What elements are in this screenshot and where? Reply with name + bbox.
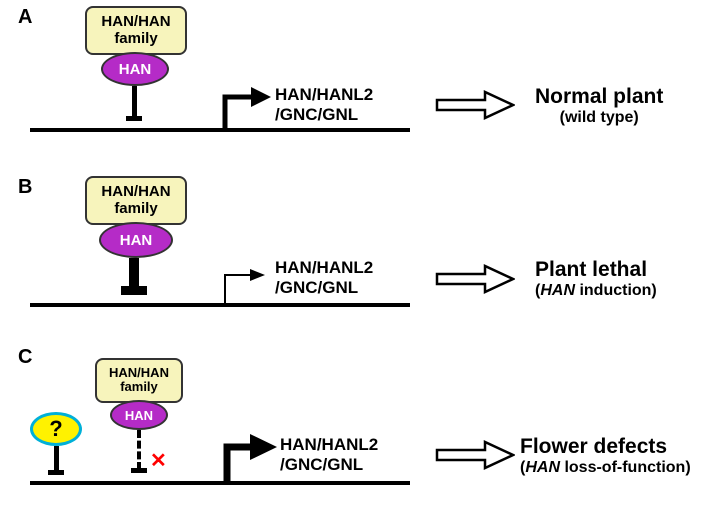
panel-c: C ? HAN/HANfamily HAN ✕ HAN/HANL2 /GNC/G… [0,340,711,523]
panel-b-family-text: HAN/HANfamily [101,183,170,217]
panel-c-family-text: HAN/HANfamily [109,365,169,394]
panel-a-outcome-sub: (wild type) [535,109,663,127]
panel-a-outcome-arrow [435,90,515,120]
panel-a-repress-stem [132,86,137,118]
panel-c-unknown-repress-stem [54,446,59,472]
panel-a-repress-bar [126,116,142,121]
panel-a-outcome: Normal plant (wild type) [535,85,663,127]
panel-b: B HAN/HANfamily HAN HAN/HANL2 /GNC/GNL P… [0,170,711,340]
panel-c-outcome-sub: (HAN loss-of-function) [520,459,691,477]
panel-a: A HAN/HANfamily HAN HAN/HANL2 /GNC/GNL N… [0,0,711,170]
panel-c-family-box: HAN/HANfamily [95,358,183,403]
panel-a-han-text: HAN [119,61,152,78]
panel-c-genes-line1: HAN/HANL2 [280,435,378,454]
panel-c-x-mark: ✕ [150,448,167,473]
panel-b-tss-arrow [215,263,270,308]
panel-c-unknown-ellipse: ? [30,412,82,446]
panel-c-outcome-arrow [435,440,515,470]
panel-b-outcome-arrow [435,264,515,294]
panel-a-family-text: HAN/HANfamily [101,13,170,47]
panel-c-outcome-main: Flower defects [520,435,691,459]
panel-b-outcome: Plant lethal (HAN induction) [535,258,657,300]
panel-a-genes-line2: /GNC/GNL [275,105,358,124]
panel-b-outcome-main: Plant lethal [535,258,657,282]
panel-c-genes-line2: /GNC/GNL [280,455,363,474]
panel-c-genes-text: HAN/HANL2 /GNC/GNL [280,435,378,474]
panel-a-genes-line1: HAN/HANL2 [275,85,373,104]
panel-b-repress-bar [121,286,147,295]
panel-b-label: B [18,176,32,199]
panel-c-unknown-repress-bar [48,470,64,475]
panel-b-genes-text: HAN/HANL2 /GNC/GNL [275,258,373,297]
panel-c-dashed-bar [131,468,147,473]
panel-c-label: C [18,346,32,369]
panel-c-han-ellipse: HAN [110,400,168,430]
panel-a-tss-arrow [215,85,275,135]
panel-c-han-text: HAN [125,408,153,423]
panel-a-family-box: HAN/HANfamily [85,6,187,55]
panel-c-unknown-text: ? [49,416,62,442]
panel-b-outcome-sub: (HAN induction) [535,282,657,300]
panel-b-repress-stem [129,258,139,288]
panel-b-han-text: HAN [120,232,153,249]
panel-c-dashed-stem [137,430,141,470]
panel-b-genes-line2: /GNC/GNL [275,278,358,297]
panel-a-label: A [18,6,32,29]
panel-a-outcome-main: Normal plant [535,85,663,109]
panel-c-tss-arrow [215,433,280,488]
panel-b-genes-line1: HAN/HANL2 [275,258,373,277]
panel-b-han-ellipse: HAN [99,222,173,258]
panel-c-outcome: Flower defects (HAN loss-of-function) [520,435,691,477]
panel-b-family-box: HAN/HANfamily [85,176,187,225]
panel-a-han-ellipse: HAN [101,52,169,86]
panel-a-genes-text: HAN/HANL2 /GNC/GNL [275,85,373,124]
